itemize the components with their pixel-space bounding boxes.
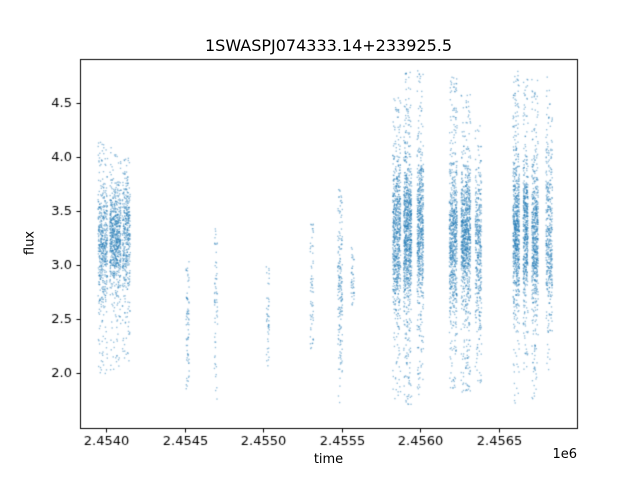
x-axis-offset-text: 1e6 — [552, 447, 577, 462]
y-axis-label: flux — [22, 230, 38, 256]
x-axis-label: time — [313, 452, 344, 467]
chart-title: 1SWASPJ074333.14+233925.5 — [204, 36, 453, 55]
